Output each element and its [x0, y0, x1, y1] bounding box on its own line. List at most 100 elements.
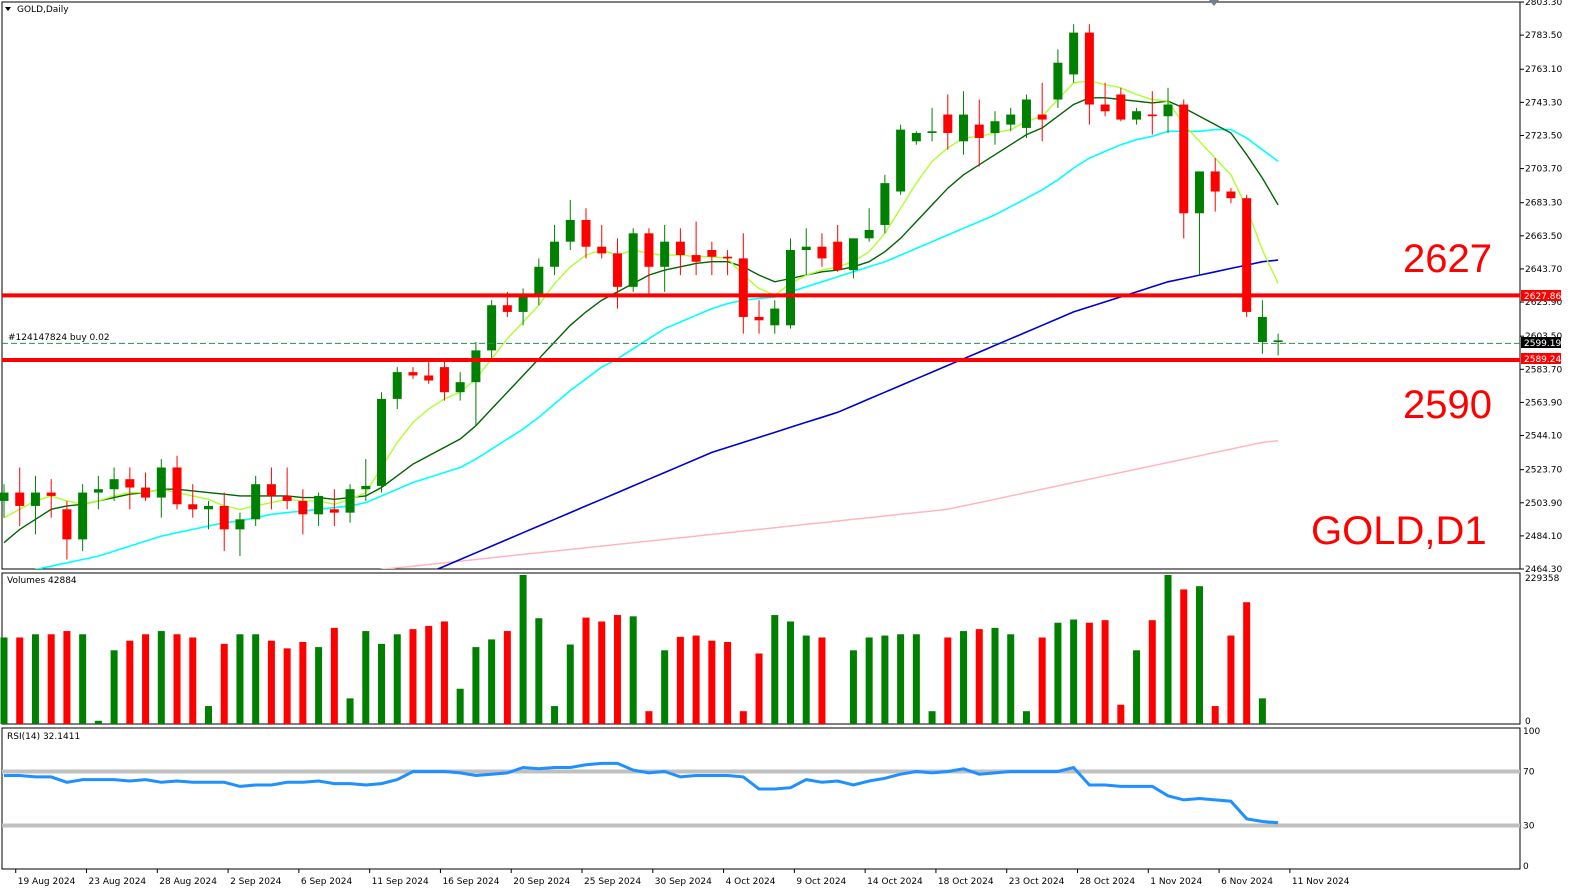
- candle-body: [15, 492, 25, 506]
- date-tick-label: 9 Oct 2024: [796, 877, 846, 887]
- candle-body: [361, 485, 371, 490]
- candle-body: [1257, 316, 1267, 343]
- candle: [534, 258, 544, 306]
- candle: [738, 233, 748, 334]
- candle-body: [156, 467, 166, 498]
- candle-body: [817, 246, 827, 259]
- volume-bar: [47, 634, 55, 724]
- candle: [833, 224, 843, 272]
- candle: [1147, 91, 1157, 135]
- candle-body: [974, 124, 984, 138]
- candle: [188, 484, 198, 518]
- candle: [156, 459, 166, 518]
- candle-body: [46, 492, 56, 496]
- volume-bar: [1022, 711, 1030, 724]
- candle-body: [1116, 94, 1126, 120]
- candle-body: [597, 246, 607, 254]
- volume-bar: [582, 617, 590, 724]
- axes: 2803.30 2783.50 2763.10 2743.30 2723.50 2703.…: [15, 0, 1562, 887]
- candle: [675, 228, 685, 276]
- candle-body: [959, 114, 969, 142]
- candle: [46, 479, 56, 518]
- volume-bar: [991, 627, 999, 724]
- collapse-triangle-icon[interactable]: [5, 7, 11, 11]
- volume-bar: [661, 650, 669, 724]
- candle-body: [455, 382, 465, 393]
- price-tick-label: 2703.70: [1525, 165, 1562, 175]
- volume-tick-label: 0: [1525, 717, 1531, 727]
- candle-body: [93, 489, 103, 493]
- candle: [345, 484, 355, 523]
- candle: [471, 342, 481, 426]
- volume-bar: [157, 631, 165, 724]
- volume-bar: [393, 634, 401, 724]
- candle: [628, 228, 638, 292]
- candle-body: [1084, 32, 1094, 105]
- resistance-badge-text: 2627.86: [1524, 292, 1561, 302]
- volume-bar: [142, 634, 150, 724]
- candle: [1021, 94, 1031, 138]
- shift-marker-icon[interactable]: [1209, 0, 1219, 6]
- volume-bar: [1211, 706, 1219, 724]
- volume-bar: [110, 650, 118, 724]
- candle-body: [392, 372, 402, 399]
- date-tick-label: 19 Aug 2024: [18, 877, 76, 887]
- volume-bar: [189, 637, 197, 724]
- volume-bar: [16, 637, 24, 724]
- candle-body: [660, 241, 670, 267]
- price-tick-label: 2663.50: [1525, 232, 1562, 242]
- candle-body: [1053, 62, 1063, 100]
- candle: [1116, 87, 1126, 122]
- volume-bar: [204, 706, 212, 724]
- volume-bar: [897, 634, 905, 724]
- candle-body: [1069, 32, 1079, 75]
- volume-bar: [551, 706, 559, 724]
- candle-body: [550, 241, 560, 267]
- candle-body: [487, 305, 497, 351]
- volume-bar: [378, 643, 386, 724]
- candle: [1053, 49, 1063, 108]
- candle: [266, 467, 276, 510]
- candle: [927, 107, 937, 142]
- candle-body: [927, 131, 937, 133]
- candle: [1069, 24, 1079, 83]
- volume-bar: [1101, 620, 1109, 724]
- price-levels: [2, 293, 1520, 363]
- current-price-badge: 2599.19: [1521, 337, 1561, 349]
- candle-body: [502, 305, 512, 312]
- candle: [439, 358, 449, 401]
- candle-body: [880, 183, 890, 225]
- candle: [1084, 24, 1094, 125]
- candle-body: [62, 509, 72, 540]
- candle-body: [1021, 99, 1031, 128]
- candle: [896, 124, 906, 195]
- candle: [550, 224, 560, 276]
- candle-body: [172, 467, 182, 505]
- chart-title: GOLD,Daily: [17, 5, 69, 15]
- volume-bar: [94, 720, 102, 724]
- volume-bar: [676, 636, 684, 724]
- candle: [424, 362, 434, 384]
- candle: [754, 300, 764, 334]
- candle: [455, 372, 465, 401]
- candle: [770, 300, 780, 334]
- price-tick-label: 2623.90: [1525, 298, 1562, 308]
- volume-bar: [739, 711, 747, 724]
- volume-bar: [1258, 698, 1266, 724]
- candle-body: [1179, 104, 1189, 214]
- candle-body: [282, 495, 292, 501]
- volume-bar: [1007, 634, 1015, 724]
- rsi-line: [4, 761, 1279, 825]
- candle-body: [377, 398, 387, 486]
- candle: [691, 221, 701, 276]
- volume-bar: [975, 629, 983, 724]
- candle-body: [1100, 104, 1110, 112]
- price-tick-label: 2803.30: [1525, 0, 1562, 8]
- candle: [1210, 158, 1220, 212]
- volume-bar: [1054, 622, 1062, 724]
- candle: [314, 492, 324, 527]
- symbol-annotation: GOLD,D1: [1311, 509, 1487, 553]
- volume-bar: [1070, 619, 1078, 724]
- candle: [30, 475, 40, 535]
- candle: [408, 367, 418, 379]
